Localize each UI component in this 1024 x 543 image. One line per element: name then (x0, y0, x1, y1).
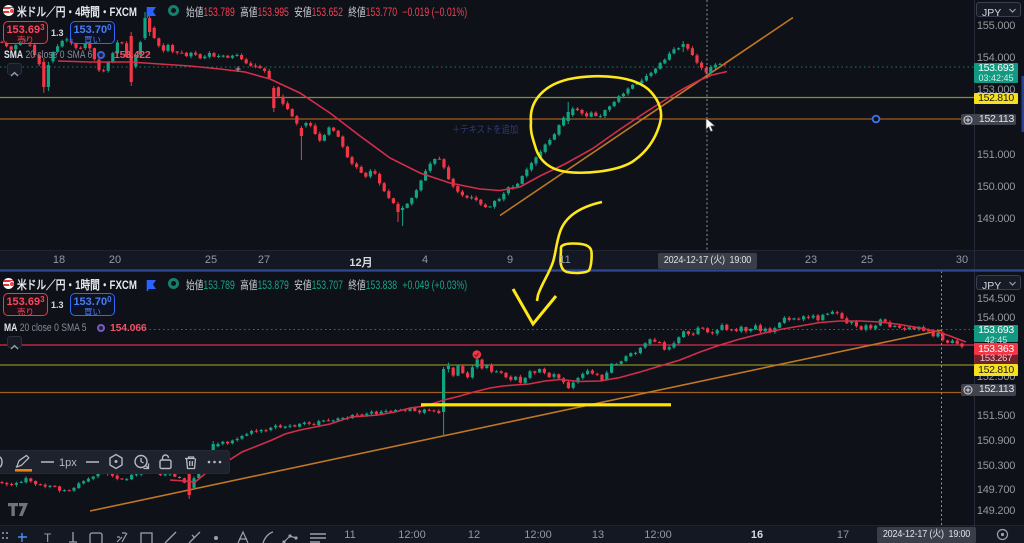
svg-text:1px: 1px (59, 457, 77, 469)
svg-text:T: T (44, 531, 52, 543)
